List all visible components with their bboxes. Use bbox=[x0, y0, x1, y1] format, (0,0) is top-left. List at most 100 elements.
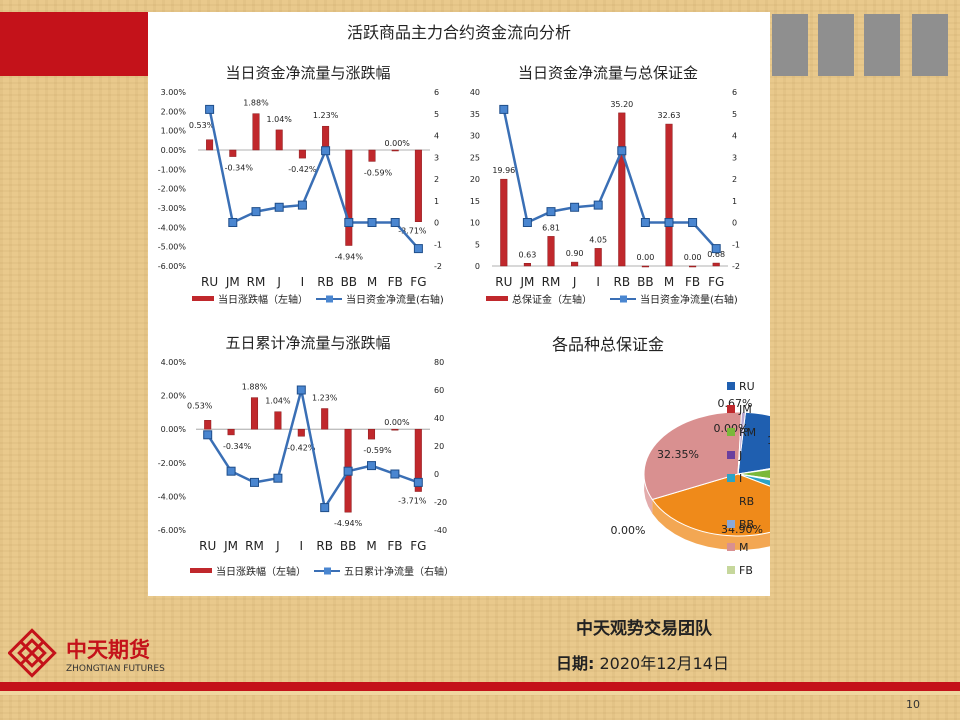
bar-ru bbox=[204, 420, 212, 430]
left-axis-tick: 10 bbox=[470, 219, 480, 228]
left-axis-tick: -1.00% bbox=[158, 165, 187, 174]
bar-fb bbox=[689, 265, 697, 268]
bar-rm bbox=[252, 113, 260, 151]
charts-svg: 活跃商品主力合约资金流向分析 当日资金净流量与涨跌幅 3.00% 2.00% 1.00… bbox=[158, 23, 883, 578]
bar-rb bbox=[618, 112, 626, 267]
line-marker-jm bbox=[522, 218, 532, 227]
bar-data-label: 0.00% bbox=[384, 139, 410, 148]
x-tick-label: I bbox=[301, 275, 305, 289]
pie-legend-swatch bbox=[727, 451, 735, 459]
pie-legend-swatch bbox=[727, 497, 735, 505]
x-tick-label: J bbox=[276, 275, 281, 289]
bar-fb bbox=[391, 149, 399, 152]
line-marker-rm bbox=[250, 477, 259, 487]
chart-title: 各品种总保证金 bbox=[552, 335, 664, 354]
x-tick-label: FG bbox=[708, 275, 724, 289]
bar-data-label: 35.20 bbox=[610, 100, 633, 109]
line-marker-rb bbox=[617, 146, 627, 156]
left-axis-tick: 40 bbox=[470, 88, 480, 97]
legend-bar-swatch bbox=[190, 568, 212, 573]
right-axis-tick: 80 bbox=[434, 358, 444, 367]
left-axis-tick: 35 bbox=[470, 110, 480, 119]
bar-i bbox=[298, 149, 306, 159]
bar-jm bbox=[523, 263, 531, 267]
left-axis-tick: 25 bbox=[470, 153, 480, 162]
pie-legend-swatch bbox=[727, 382, 735, 390]
left-axis-tick: 30 bbox=[470, 132, 480, 141]
bar-j bbox=[571, 261, 579, 267]
bar-i bbox=[594, 248, 602, 267]
line-marker-rb bbox=[321, 146, 331, 156]
bar-data-label: -3.71% bbox=[398, 227, 427, 236]
line-marker-fb bbox=[390, 469, 400, 479]
bar-data-label: 0.53% bbox=[187, 401, 213, 410]
left-axis-tick: 3.00% bbox=[161, 88, 187, 97]
zhongtian-logo-icon bbox=[8, 628, 57, 678]
x-tick-label: JM bbox=[223, 539, 238, 553]
x-tick-label: RU bbox=[201, 275, 218, 289]
x-tick-label: M bbox=[664, 275, 674, 289]
x-tick-label: M bbox=[367, 275, 377, 289]
right-axis-tick: -1 bbox=[434, 240, 442, 249]
header-gray-block bbox=[772, 14, 808, 76]
x-tick-label: JM bbox=[225, 275, 240, 289]
x-tick-label: RM bbox=[245, 539, 264, 553]
right-axis-tick: 60 bbox=[434, 386, 444, 395]
x-tick-label: J bbox=[275, 539, 280, 553]
right-axis-tick: 4 bbox=[732, 132, 737, 141]
left-axis-tick: 0.00% bbox=[161, 146, 187, 155]
line-marker-j bbox=[274, 202, 284, 212]
pie-data-label: 0.67% bbox=[718, 397, 753, 410]
bar-data-label: 1.04% bbox=[266, 115, 292, 124]
left-axis-tick: 2.00% bbox=[161, 107, 187, 116]
right-axis-tick: -2 bbox=[434, 262, 442, 271]
pie-legend-swatch bbox=[727, 405, 735, 413]
bar-data-label: -4.94% bbox=[335, 253, 364, 262]
bar-data-label: 0.90 bbox=[566, 249, 584, 258]
line-marker-i bbox=[296, 385, 306, 395]
x-tick-label: RB bbox=[317, 275, 334, 289]
left-axis-tick: 0 bbox=[475, 262, 480, 271]
bar-data-label: 0.53% bbox=[189, 121, 215, 130]
page-title: 活跃商品主力合约资金流向分析 bbox=[347, 23, 571, 42]
x-tick-label: BB bbox=[637, 275, 653, 289]
bar-data-label: -3.71% bbox=[398, 497, 427, 506]
legend-line-label: 当日资金净流量(右轴) bbox=[346, 293, 444, 306]
pie-legend-label: J bbox=[738, 449, 742, 462]
bar-m bbox=[665, 123, 673, 267]
x-tick-label: J bbox=[572, 275, 577, 289]
pie-legend-swatch bbox=[727, 428, 735, 436]
bar-data-label: 1.88% bbox=[242, 383, 268, 392]
line-series bbox=[208, 109, 420, 250]
right-axis-tick: -2 bbox=[732, 262, 740, 271]
pie-data-label: 32.35% bbox=[657, 448, 699, 461]
x-tick-label: FG bbox=[410, 539, 426, 553]
bar-data-label: -0.42% bbox=[287, 443, 316, 452]
bar-data-label: 0.68 bbox=[707, 250, 725, 259]
bar-data-label: -0.34% bbox=[225, 164, 254, 173]
date-label: 日期: bbox=[556, 654, 595, 673]
x-tick-label: BB bbox=[341, 275, 357, 289]
line-marker-i bbox=[593, 200, 603, 210]
pie-legend-label: RM bbox=[739, 426, 756, 439]
bar-data-label: 1.88% bbox=[243, 99, 269, 108]
pie-data-label: 19.79% bbox=[767, 434, 770, 447]
legend-bar-label: 当日涨跌幅（左轴） bbox=[218, 293, 308, 306]
line-series bbox=[502, 109, 718, 250]
right-axis-tick: 1 bbox=[434, 197, 439, 206]
x-tick-label: BB bbox=[340, 539, 356, 553]
right-axis-tick: 5 bbox=[732, 110, 737, 119]
chart-panel: 活跃商品主力合约资金流向分析 当日资金净流量与涨跌幅 3.00% 2.00% 1.00… bbox=[148, 12, 883, 596]
left-axis-tick: 0.00% bbox=[161, 425, 187, 434]
bar-data-label: 0.63 bbox=[518, 250, 536, 259]
pie-legend-swatch bbox=[727, 566, 735, 574]
bar-data-label: 1.04% bbox=[265, 397, 291, 406]
right-axis-tick: 0 bbox=[434, 219, 439, 228]
bar-data-label: 4.05 bbox=[589, 235, 607, 244]
page-number: 10 bbox=[906, 698, 920, 711]
left-axis-tick: -5.00% bbox=[158, 243, 187, 252]
x-tick-label: FG bbox=[410, 275, 426, 289]
left-axis-tick: -2.00% bbox=[158, 459, 187, 468]
line-marker-m bbox=[367, 218, 377, 227]
chart-title: 当日资金净流量与总保证金 bbox=[518, 64, 698, 82]
